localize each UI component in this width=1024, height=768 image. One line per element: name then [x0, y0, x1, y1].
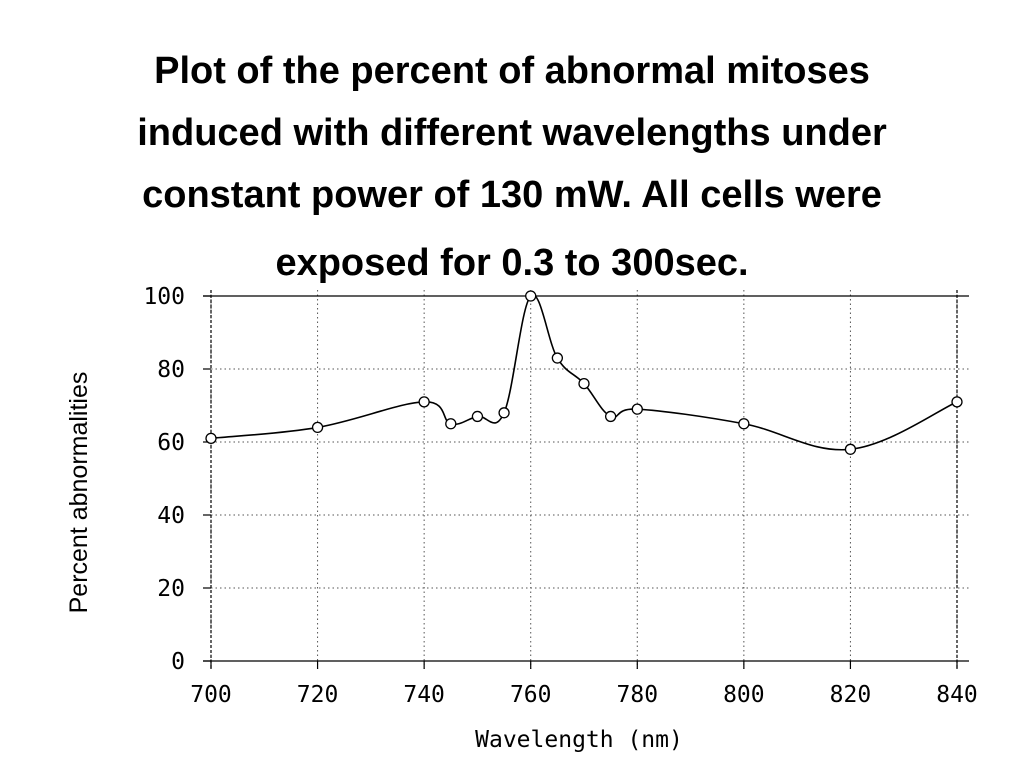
- data-point: [738, 418, 750, 430]
- data-point: [631, 403, 643, 415]
- y-tick-label: 40: [157, 503, 185, 529]
- title-line-4: exposed for 0.3 to 300sec.: [62, 232, 962, 294]
- data-point: [604, 410, 617, 423]
- data-point: [445, 418, 457, 430]
- data-point: [525, 290, 537, 302]
- data-point: [498, 407, 510, 419]
- x-tick-label: 820: [830, 682, 872, 708]
- title-line-3: constant power of 130 mW. All cells were: [142, 174, 882, 216]
- y-tick-label: 60: [157, 430, 185, 456]
- data-point: [471, 410, 484, 423]
- title-line-4-text: exposed for 0.3 to 300sec: [275, 242, 738, 284]
- x-tick-label: 780: [617, 682, 659, 708]
- points-layer: [205, 290, 963, 455]
- data-point: [578, 377, 590, 390]
- x-tick-label: 840: [936, 682, 978, 708]
- labels-layer: 0 20 40 60 80 100 700 720 740 760 780 800 820 840 Wave…: [65, 284, 978, 753]
- x-tick-label: 760: [510, 682, 552, 708]
- y-tick-label: 20: [157, 576, 185, 602]
- y-tick-label: 80: [157, 357, 185, 383]
- slide-title: Plot of the percent of abnormal mitoses …: [62, 40, 962, 294]
- title-line-2: induced with different wavelengths under: [137, 112, 887, 154]
- x-tick-label: 700: [190, 682, 232, 708]
- y-tick-label: 0: [171, 649, 185, 675]
- data-point: [551, 352, 564, 364]
- title-line-1: Plot of the percent of abnormal mitoses: [154, 50, 870, 92]
- data-point: [205, 432, 217, 445]
- x-tick-label: 800: [723, 682, 765, 708]
- x-tick-label: 740: [403, 682, 445, 708]
- data-point: [951, 396, 963, 408]
- axes-layer: [203, 290, 969, 669]
- y-tick-label: 100: [143, 284, 185, 310]
- title-period: .: [738, 242, 749, 284]
- grid-layer: [210, 290, 969, 669]
- data-point: [311, 421, 324, 434]
- data-point: [844, 443, 857, 455]
- x-axis-title: Wavelength (nm): [475, 727, 683, 753]
- data-point: [418, 396, 430, 408]
- x-tick-label: 720: [297, 682, 339, 708]
- y-axis-title: Percent abnormalities: [65, 372, 93, 614]
